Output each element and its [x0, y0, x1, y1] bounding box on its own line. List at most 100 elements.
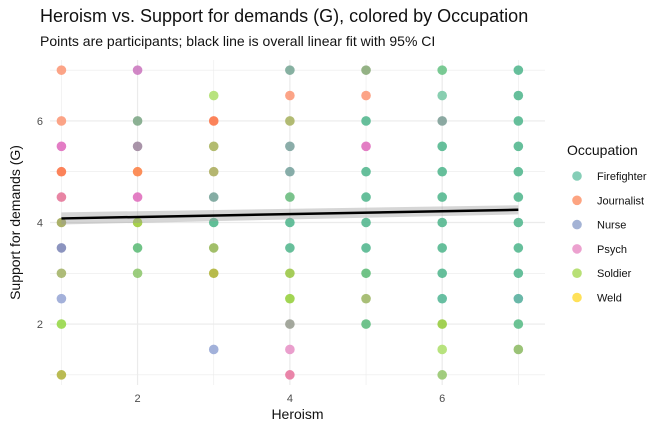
data-point	[437, 65, 447, 75]
data-point	[361, 192, 371, 202]
y-tick-label: 2	[37, 319, 43, 331]
data-point	[513, 243, 524, 253]
data-point	[361, 268, 371, 279]
legend-label: Firefighter	[597, 171, 647, 183]
data-point	[513, 116, 524, 126]
data-point	[208, 243, 219, 253]
data-point	[208, 116, 219, 126]
legend-label: Nurse	[597, 220, 626, 232]
legend-key-soldier	[572, 268, 582, 279]
data-point	[132, 217, 143, 228]
data-point	[285, 116, 295, 126]
data-point	[437, 192, 447, 202]
legend-key-firefighter	[572, 171, 582, 181]
data-point	[437, 243, 447, 253]
data-point	[361, 243, 371, 253]
data-point	[361, 217, 371, 228]
data-point	[437, 90, 447, 101]
data-point	[208, 192, 219, 202]
data-point	[361, 116, 371, 126]
data-point	[285, 319, 295, 329]
data-point	[208, 217, 219, 228]
data-point	[285, 370, 295, 380]
data-point	[285, 243, 295, 253]
data-point	[208, 90, 219, 101]
data-point	[513, 65, 524, 75]
x-tick-label: 4	[287, 393, 293, 405]
data-point	[56, 293, 67, 304]
data-point	[437, 268, 447, 279]
data-point	[437, 370, 447, 380]
data-point	[56, 166, 67, 177]
data-point	[132, 243, 143, 253]
data-point	[132, 141, 143, 152]
data-point	[285, 166, 295, 177]
data-point	[285, 90, 295, 101]
data-point	[56, 370, 67, 380]
data-point	[513, 319, 524, 329]
data-point	[437, 116, 447, 126]
data-point	[513, 141, 524, 152]
data-point	[208, 268, 219, 279]
data-point	[513, 344, 524, 355]
data-point	[285, 192, 295, 202]
legend-key-weld	[572, 292, 582, 303]
data-point	[361, 141, 371, 152]
data-point	[513, 166, 524, 177]
data-point	[285, 65, 295, 75]
data-point	[208, 344, 219, 355]
data-point	[56, 243, 67, 253]
legend-key-nurse	[572, 219, 582, 230]
data-point	[56, 141, 67, 152]
data-point	[361, 65, 371, 75]
legend-label: Psych	[597, 244, 627, 256]
chart-subtitle: Points are participants; black line is o…	[40, 33, 436, 49]
legend-label: Journalist	[597, 195, 644, 207]
data-point	[361, 319, 371, 329]
legend-label: Soldier	[597, 268, 632, 280]
data-point	[513, 90, 524, 101]
legend-title: Occupation	[567, 142, 638, 158]
data-point	[56, 268, 67, 279]
data-point	[56, 217, 67, 228]
chart-title: Heroism vs. Support for demands (G), col…	[40, 6, 529, 26]
legend-key-journalist	[572, 195, 582, 206]
data-point	[132, 116, 143, 126]
x-axis-label: Heroism	[271, 406, 323, 422]
data-point	[285, 293, 295, 304]
data-point	[56, 192, 67, 202]
y-tick-label: 6	[37, 116, 43, 128]
x-tick-label: 6	[439, 393, 445, 405]
data-point	[513, 192, 524, 202]
data-point	[513, 293, 524, 304]
data-point	[285, 344, 295, 355]
data-point	[56, 116, 67, 126]
fit-line	[61, 208, 519, 220]
legend-label: Weld	[597, 293, 622, 305]
y-axis-label: Support for demands (G)	[7, 145, 23, 300]
data-point	[437, 217, 447, 228]
data-point	[361, 90, 371, 101]
data-point	[132, 166, 143, 177]
data-point	[208, 141, 219, 152]
data-point	[208, 166, 219, 177]
data-point	[437, 344, 447, 355]
data-point	[285, 268, 295, 279]
data-point	[361, 293, 371, 304]
data-point	[132, 65, 143, 75]
data-point	[437, 141, 447, 152]
data-point	[437, 319, 447, 329]
data-point	[132, 192, 143, 202]
data-point	[513, 268, 524, 279]
data-point	[132, 268, 143, 279]
legend-key-psych	[572, 244, 582, 254]
x-tick-label: 2	[135, 393, 141, 405]
data-point	[56, 65, 67, 75]
data-point	[361, 166, 371, 177]
data-point	[285, 217, 295, 228]
data-point	[56, 319, 67, 329]
data-point	[437, 166, 447, 177]
y-tick-label: 4	[37, 218, 43, 230]
